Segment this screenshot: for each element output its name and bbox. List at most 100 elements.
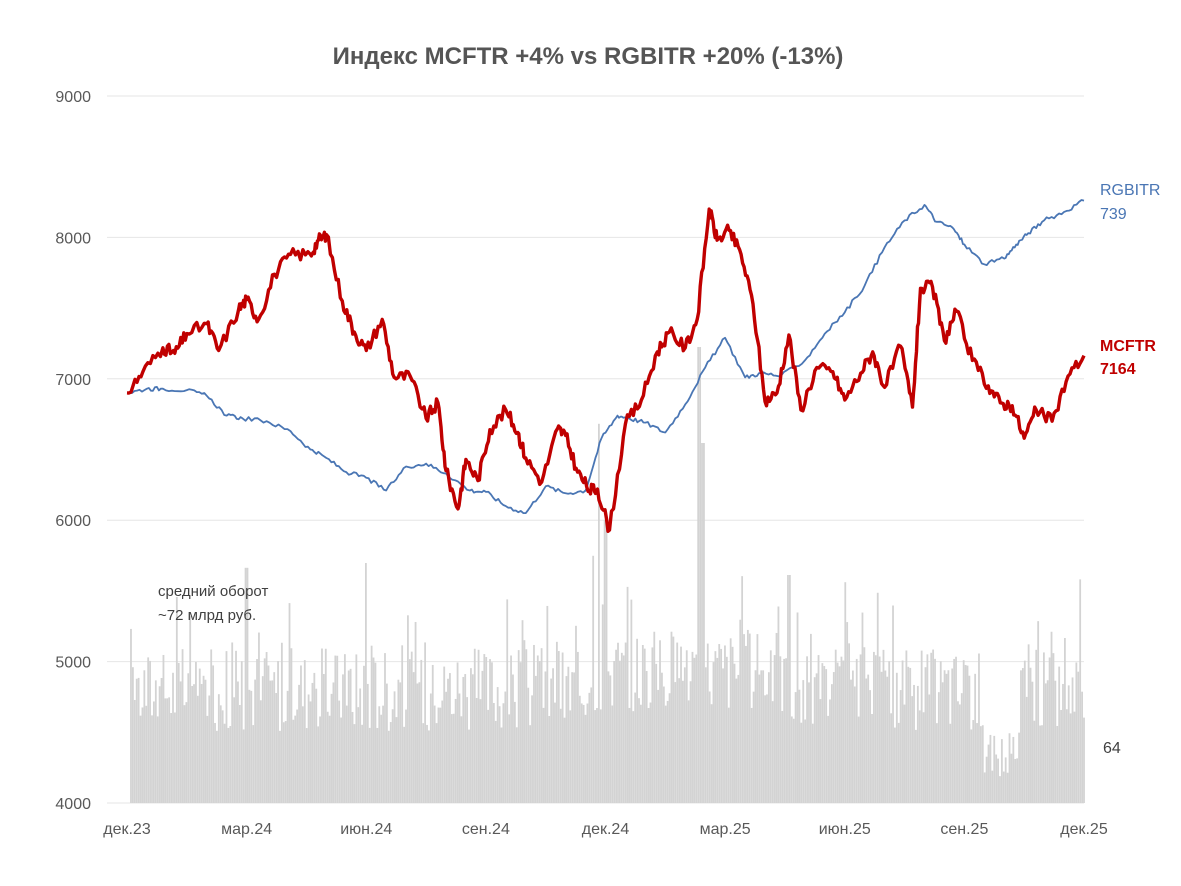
volume-bar [464,674,467,803]
volume-bar [597,423,600,803]
volume-bar [739,619,742,803]
volume-bar [743,634,745,803]
volume-bar [506,599,509,803]
volume-bar [804,719,807,803]
volume-bar [811,723,814,803]
volume-bar [483,654,486,803]
volume-bar [168,697,171,803]
volume-bar [909,667,912,803]
volume-bar [208,695,211,803]
volume-bar [401,645,404,803]
volume-bar [788,575,791,803]
volume-bar [737,674,740,803]
volume-bar [842,660,845,803]
volume-bar [489,659,491,803]
volume-bar [884,670,887,803]
volume-bar [701,443,703,803]
volume-bar [874,655,877,803]
volume-bars [130,347,1085,803]
volume-bar [554,702,556,803]
volume-bar [823,666,826,803]
volume-bar [712,662,715,803]
volume-bar [1020,670,1022,803]
y-axis: 4000 5000 6000 7000 8000 9000 [55,89,91,813]
volume-bar [745,645,747,803]
volume-bar [263,658,266,803]
volume-bar [685,650,688,803]
volume-bar [521,620,524,803]
volume-bar [670,631,673,803]
y-tick-label: 7000 [55,372,91,389]
volume-bar [920,650,923,803]
volume-bar [265,652,268,803]
volume-bar [596,708,598,803]
volume-bar [280,642,283,803]
volume-bar [580,703,583,803]
volume-bar [445,691,448,803]
volume-bar [399,682,402,803]
volume-bar [405,709,407,803]
volume-bar [372,657,375,803]
volume-bar [496,687,499,803]
rgbitr-label-name: RGBITR [1100,182,1160,199]
volume-bar [198,668,201,803]
volume-bar [512,674,514,803]
volume-bar [223,723,226,803]
volume-bar [563,717,566,803]
volume-bar [468,729,470,803]
volume-bar [781,710,784,803]
volume-bar [668,693,671,803]
volume-bar [1046,680,1049,803]
volume-bar [767,672,770,803]
volume-bar [441,700,444,803]
volume-bar [962,660,965,803]
volume-bar [510,655,512,803]
volume-bar [619,660,621,803]
volume-bar [943,670,946,803]
volume-bar [196,695,199,803]
volume-bar [191,685,194,803]
rgbitr-line [126,199,1085,514]
volume-bar [332,682,335,803]
volume-bar [699,347,702,803]
volume-bar [941,682,944,803]
x-tick-label: июн.24 [340,821,392,838]
volume-bar [662,686,665,803]
volume-bar [899,690,902,803]
volume-bar [491,662,493,803]
volume-bar [359,688,362,803]
volume-bar [756,634,759,803]
volume-bar [149,660,151,803]
volume-bar [258,632,260,803]
volume-bar [479,699,482,803]
volume-bar [945,673,948,803]
volume-bar [634,692,637,803]
volume-bar [525,649,528,803]
volume-bar [624,642,627,803]
volume-bar [1073,711,1076,803]
volume-bar [852,670,854,803]
volume-bar [750,707,753,803]
volume-bar [380,714,383,803]
volume-bar [548,715,551,803]
volume-bar [790,716,793,803]
volume-bar [779,656,782,803]
volume-bar [443,666,446,803]
volume-bar [643,648,646,803]
volume-bar [586,703,589,803]
volume-bar [764,695,766,803]
volume-bar [481,670,484,803]
volume-bar [542,707,545,803]
volume-bar [238,705,241,803]
volume-bar [351,711,354,803]
volume-bar [582,704,585,803]
y-tick-label: 6000 [55,513,91,530]
x-tick-label: дек.25 [1060,821,1108,838]
volume-bar [978,653,980,803]
volume-bar [240,661,243,803]
volume-bar [217,694,220,803]
volume-bar [968,675,971,803]
volume-bar [1041,725,1043,803]
volume-bar [710,704,713,803]
volume-bar [177,662,180,803]
